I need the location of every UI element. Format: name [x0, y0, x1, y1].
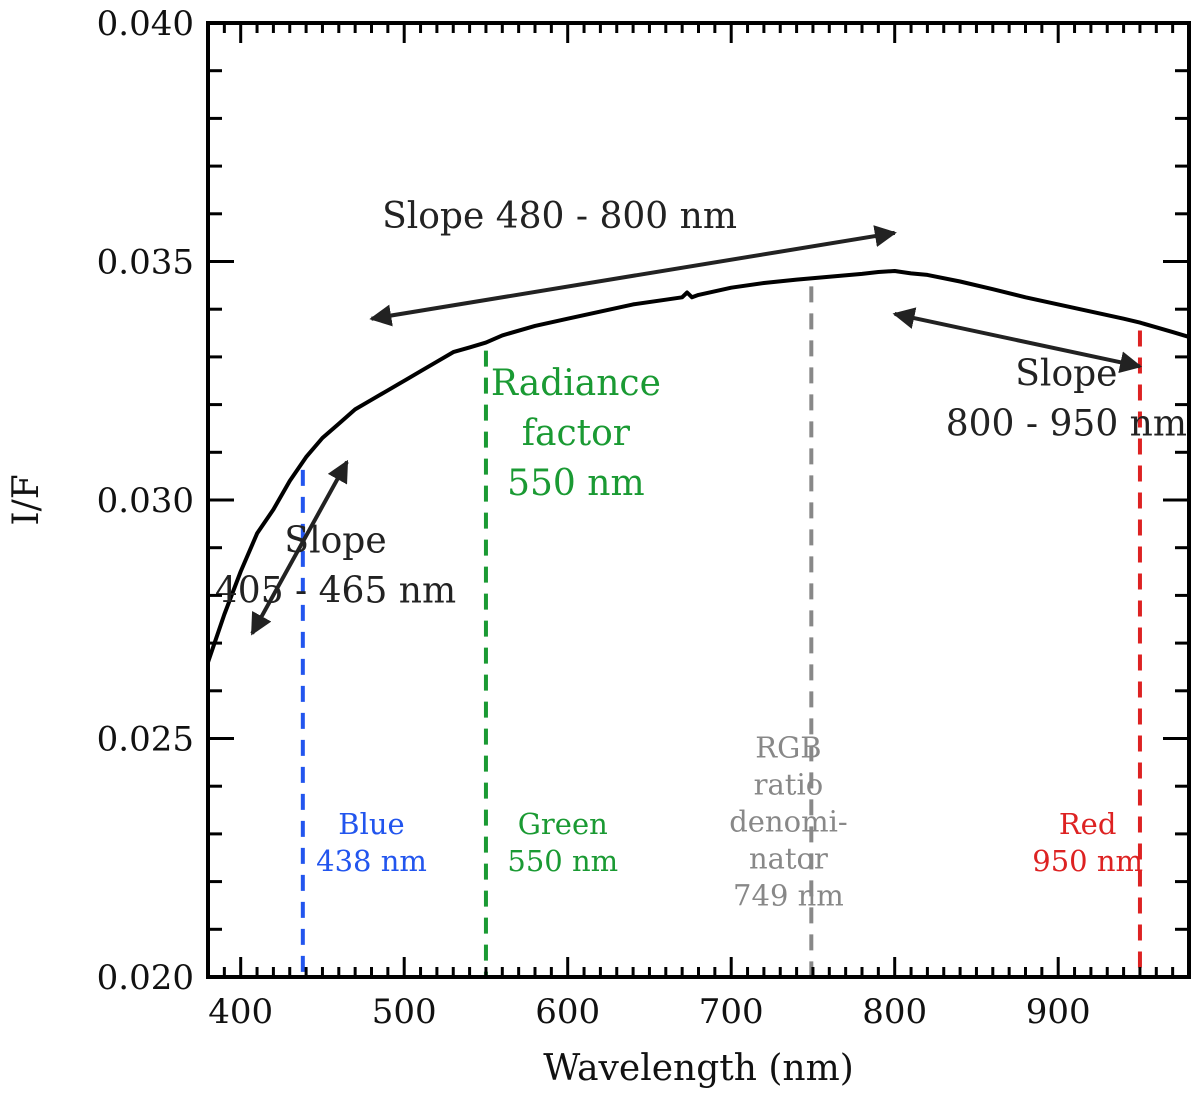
annotation-3: factor: [522, 413, 631, 454]
band-label-green: Green: [518, 807, 608, 841]
annotation-4: Slope: [284, 520, 386, 561]
band-label-red: 950 nm: [1032, 844, 1143, 878]
x-tick-label: 600: [535, 992, 600, 1032]
y-axis-title: I/F: [6, 474, 47, 525]
x-tick-label: 400: [208, 992, 273, 1032]
annotations: Slope 480 - 800 nm Slope 800 - 950 nm Radia…: [215, 196, 1187, 611]
y-tick-label: 0.025: [97, 720, 194, 760]
x-tick-label: 900: [1026, 992, 1091, 1032]
y-tick-label: 0.040: [97, 4, 194, 44]
annotation-2: 800 - 950 nm: [946, 404, 1187, 445]
x-tick-label: 800: [862, 992, 927, 1032]
y-tick-label: 0.030: [97, 481, 194, 521]
x-tick-label: 700: [699, 992, 764, 1032]
y-tick-label: 0.035: [97, 243, 194, 283]
x-tick-label: 500: [372, 992, 437, 1032]
annotation-3: 550 nm: [507, 463, 644, 504]
slope-arrow-1: [369, 225, 897, 327]
band-label-red: Red: [1059, 807, 1117, 841]
band-label-rgb: denomi-: [729, 805, 847, 839]
band-label-green: 550 nm: [507, 844, 618, 878]
band-label-rgb: RGB: [755, 731, 821, 765]
slope-arrow-3: [250, 459, 349, 636]
slope-arrow-2: [892, 307, 1143, 374]
annotation-4: 405 - 465 nm: [215, 570, 456, 611]
axes: 400 500 600 700 800 900 0.020 0.025 0.030 0.035 0.…: [97, 4, 1191, 1032]
y-tick-label: 0.020: [97, 958, 194, 998]
annotation-3: Radiance: [491, 363, 661, 404]
band-label-rgb: ratio: [754, 768, 824, 802]
band-label-blue: 438 nm: [316, 844, 427, 878]
band-label-rgb: nator: [749, 842, 828, 876]
band-label-rgb: 749 nm: [733, 879, 844, 913]
annotation-1: Slope 480 - 800 nm: [382, 196, 737, 237]
x-axis-title: Wavelength (nm): [543, 1048, 854, 1089]
slope-arrows: [250, 225, 1143, 636]
annotation-2: Slope: [1015, 354, 1117, 395]
band-label-blue: Blue: [338, 807, 404, 841]
